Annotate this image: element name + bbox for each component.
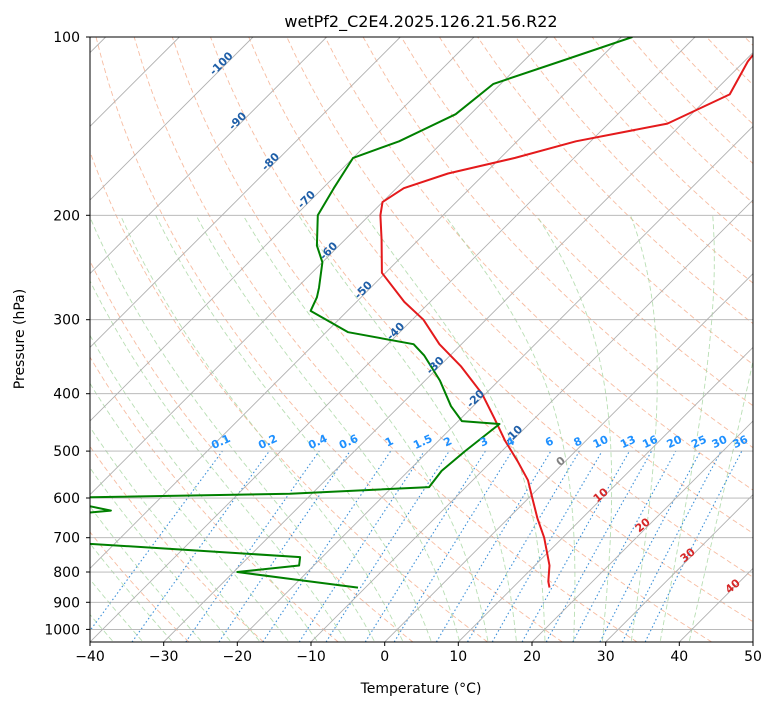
y-tick-label: 800 xyxy=(53,565,80,581)
x-tick-label: −20 xyxy=(223,649,253,665)
x-tick-label: −10 xyxy=(296,649,326,665)
y-tick-label: 500 xyxy=(53,444,80,460)
x-tick-label: 30 xyxy=(597,649,615,665)
x-tick-label: 10 xyxy=(449,649,467,665)
x-tick-label: 0 xyxy=(380,649,389,665)
y-tick-label: 900 xyxy=(53,595,80,611)
x-axis-label: Temperature (°C) xyxy=(360,681,482,697)
x-tick-label: 20 xyxy=(523,649,541,665)
y-tick-label: 400 xyxy=(53,387,80,403)
y-tick-label: 600 xyxy=(53,491,80,507)
y-tick-label: 1000 xyxy=(44,622,80,638)
x-tick-label: −40 xyxy=(75,649,105,665)
x-tick-label: 50 xyxy=(744,649,762,665)
x-tick-label: 40 xyxy=(670,649,688,665)
y-tick-label: 700 xyxy=(53,531,80,547)
y-tick-label: 300 xyxy=(53,313,80,329)
x-tick-label: −30 xyxy=(149,649,179,665)
y-axis-label: Pressure (hPa) xyxy=(12,289,28,389)
y-tick-label: 100 xyxy=(53,30,80,46)
y-tick-label: 200 xyxy=(53,208,80,224)
chart-title: wetPf2_C2E4.2025.126.21.56.R22 xyxy=(284,12,557,32)
